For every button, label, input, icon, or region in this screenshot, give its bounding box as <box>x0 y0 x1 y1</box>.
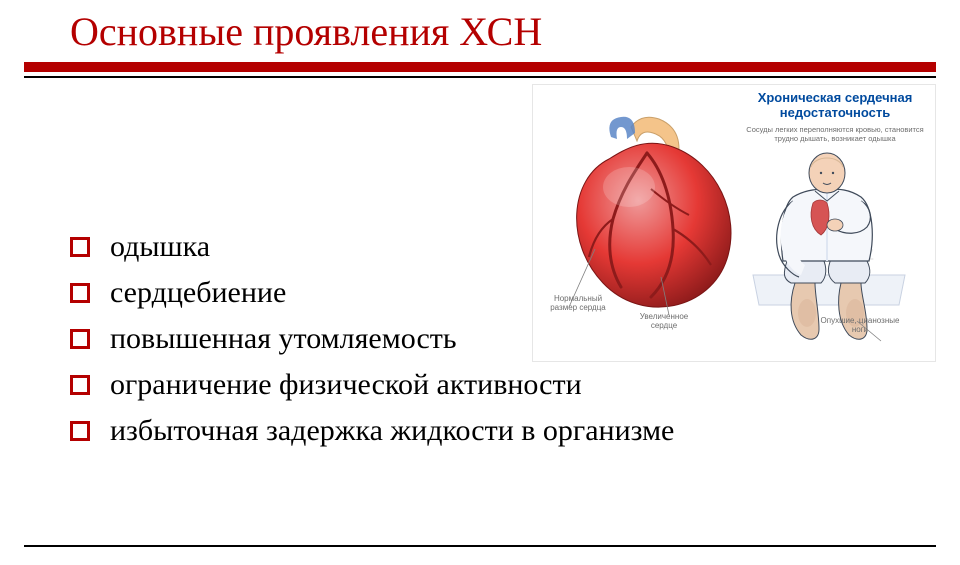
list-item: избыточная задержка жидкости в организме <box>70 414 890 448</box>
square-bullet-icon <box>70 421 90 441</box>
slide: Основные проявления ХСН Хроническая серд… <box>0 0 960 565</box>
figure-caption: Сосуды легких переполняются кровью, стан… <box>745 125 925 144</box>
page-title: Основные проявления ХСН <box>70 8 542 55</box>
list-item: ограничение физической активности <box>70 368 890 402</box>
bullet-text: сердцебиение <box>110 276 286 310</box>
bullet-list: одышка сердцебиение повышенная утомляемо… <box>70 230 890 460</box>
bullet-text: избыточная задержка жидкости в организме <box>110 414 674 448</box>
divider-thin-top <box>24 76 936 78</box>
divider-thin-bottom <box>24 545 936 547</box>
square-bullet-icon <box>70 237 90 257</box>
divider-thick <box>24 62 936 72</box>
figure-title: Хроническая сердечная недостаточность <box>745 91 925 121</box>
square-bullet-icon <box>70 283 90 303</box>
bullet-text: ограничение физической активности <box>110 368 582 402</box>
bullet-text: повышенная утомляемость <box>110 322 457 356</box>
square-bullet-icon <box>70 375 90 395</box>
list-item: сердцебиение <box>70 276 890 310</box>
list-item: повышенная утомляемость <box>70 322 890 356</box>
bullet-text: одышка <box>110 230 210 264</box>
list-item: одышка <box>70 230 890 264</box>
square-bullet-icon <box>70 329 90 349</box>
